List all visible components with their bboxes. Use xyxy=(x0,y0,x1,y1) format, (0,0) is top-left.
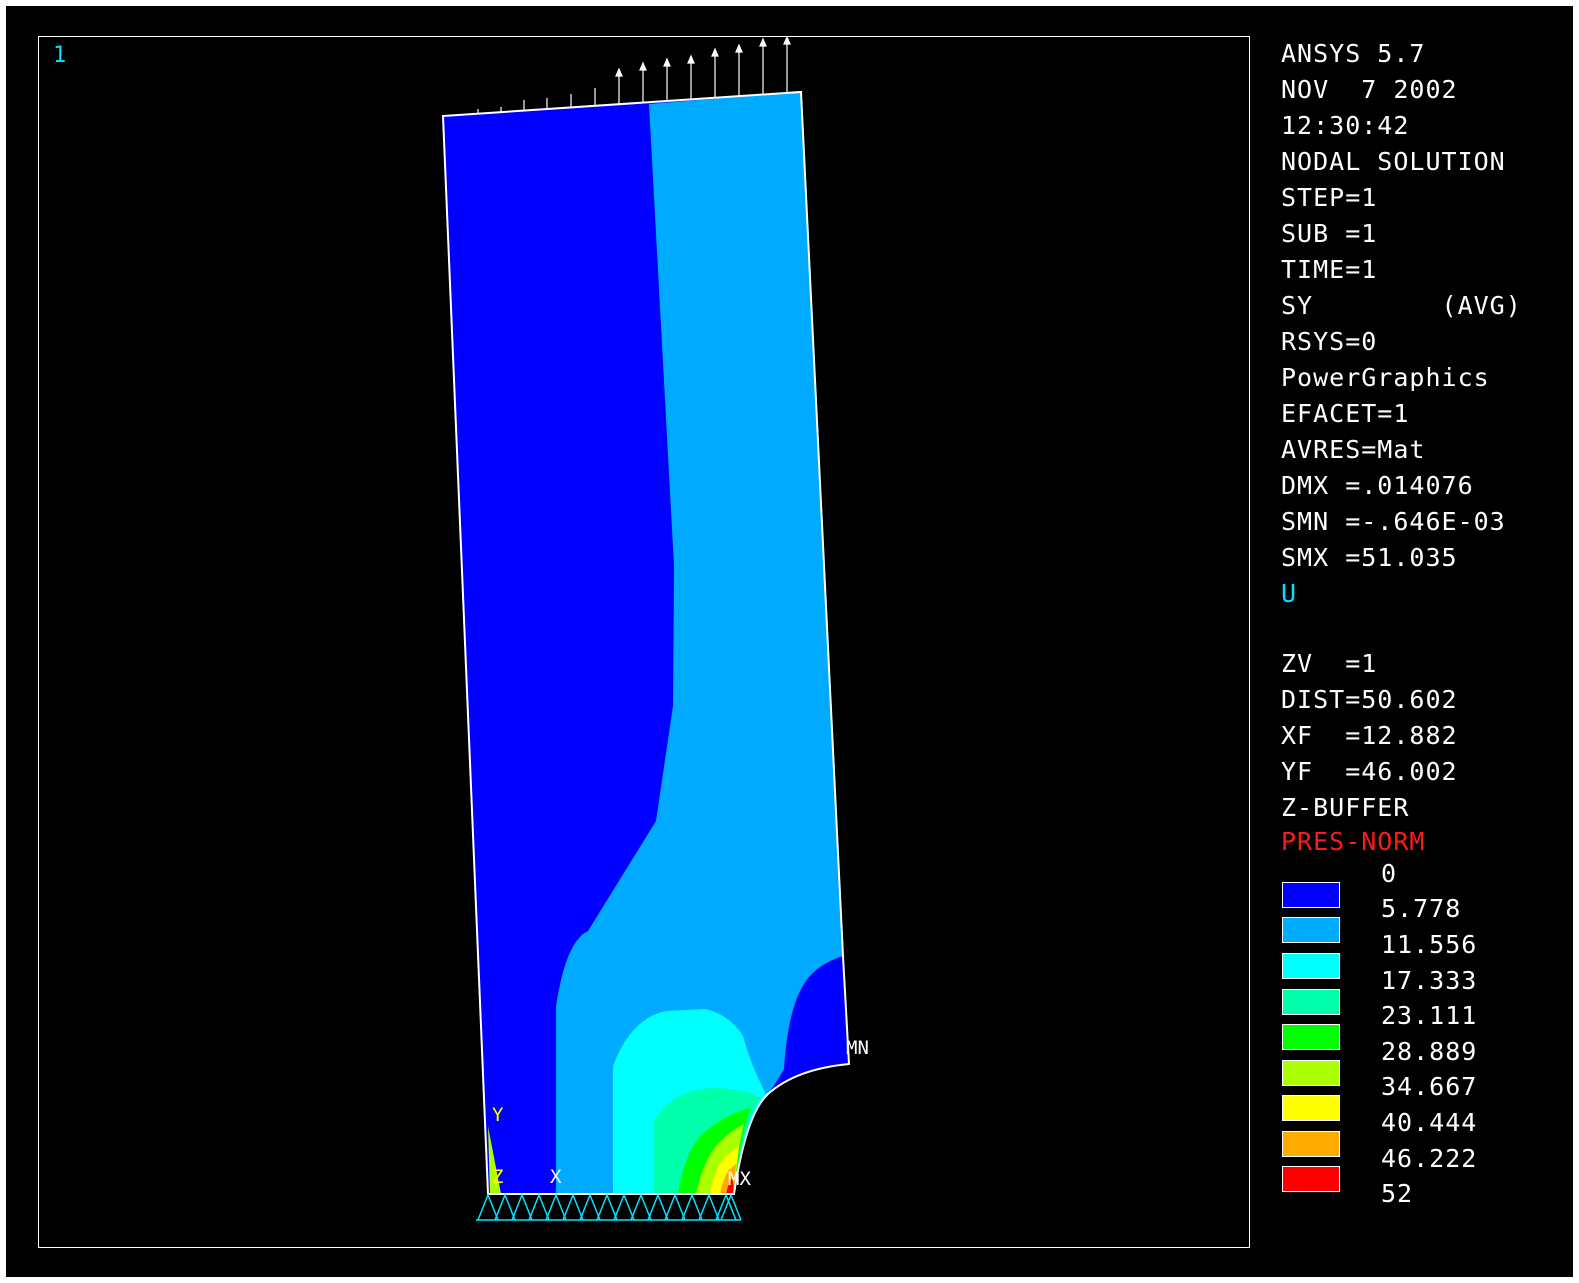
info-xf: XF =12.882 xyxy=(1281,721,1458,750)
window-number: 1 xyxy=(53,43,67,68)
max-label: MX xyxy=(728,1168,751,1190)
contour-band-6-wedge xyxy=(488,1126,501,1194)
min-label: MN xyxy=(846,1037,869,1059)
legend-swatch xyxy=(1282,989,1340,1015)
info-rsys: RSYS=0 xyxy=(1281,327,1378,356)
info-triad-label: U xyxy=(1281,579,1298,608)
info-smn: SMN =-.646E-03 xyxy=(1281,507,1506,536)
axis-y-label: Y xyxy=(492,1104,504,1126)
info-date: NOV 7 2002 xyxy=(1281,75,1458,104)
legend-swatch xyxy=(1282,953,1340,979)
legend-swatch xyxy=(1282,1095,1340,1121)
info-smx: SMX =51.035 xyxy=(1281,543,1458,572)
plot-viewport: 1 xyxy=(38,36,1250,1248)
plate-outline xyxy=(441,90,851,1195)
info-graphics-mode: PowerGraphics xyxy=(1281,363,1490,392)
legend-swatch xyxy=(1282,882,1340,908)
info-zv: ZV =1 xyxy=(1281,649,1378,678)
axis-x-label: X xyxy=(550,1166,562,1188)
info-time-value: TIME=1 xyxy=(1281,255,1378,284)
info-avres: AVRES=Mat xyxy=(1281,435,1426,464)
contour-band-2 xyxy=(556,92,843,1194)
legend-value-top: 0 xyxy=(1381,859,1398,888)
axis-z-label: Z xyxy=(492,1166,504,1188)
contour-band-1-pocket xyxy=(784,956,849,1069)
info-solution-type: NODAL SOLUTION xyxy=(1281,147,1506,176)
info-load-label: PRES-NORM xyxy=(1281,827,1426,856)
legend-swatch xyxy=(1282,1131,1340,1157)
legend-value: 23.111 xyxy=(1381,1001,1478,1030)
legend-swatch xyxy=(1282,1060,1340,1086)
info-efacet: EFACET=1 xyxy=(1281,399,1410,428)
info-zbuffer: Z-BUFFER xyxy=(1281,793,1410,822)
legend-value: 5.778 xyxy=(1381,894,1462,923)
info-dist: DIST=50.602 xyxy=(1281,685,1458,714)
pressure-arrows xyxy=(477,35,791,113)
info-time: 12:30:42 xyxy=(1281,111,1410,140)
legend-value: 46.222 xyxy=(1381,1144,1478,1173)
support-constraints xyxy=(476,1192,742,1221)
legend-value: 11.556 xyxy=(1381,930,1478,959)
legend-value: 52 xyxy=(1381,1179,1414,1208)
legend-swatch xyxy=(1282,1166,1340,1192)
legend-swatch xyxy=(1282,1024,1340,1050)
info-sub: SUB =1 xyxy=(1281,219,1378,248)
legend-value: 34.667 xyxy=(1381,1072,1478,1101)
info-dmx: DMX =.014076 xyxy=(1281,471,1474,500)
info-step: STEP=1 xyxy=(1281,183,1378,212)
info-result-item: SY (AVG) xyxy=(1281,291,1522,320)
legend-swatch xyxy=(1282,917,1340,943)
graphics-window: 1 xyxy=(6,6,1573,1277)
contour-plot xyxy=(441,35,851,1221)
info-yf: YF =46.002 xyxy=(1281,757,1458,786)
info-version: ANSYS 5.7 xyxy=(1281,39,1426,68)
legend-value: 17.333 xyxy=(1381,966,1478,995)
legend-value: 40.444 xyxy=(1381,1108,1478,1137)
contour-band-9 xyxy=(726,1178,734,1194)
legend-value: 28.889 xyxy=(1381,1037,1478,1066)
